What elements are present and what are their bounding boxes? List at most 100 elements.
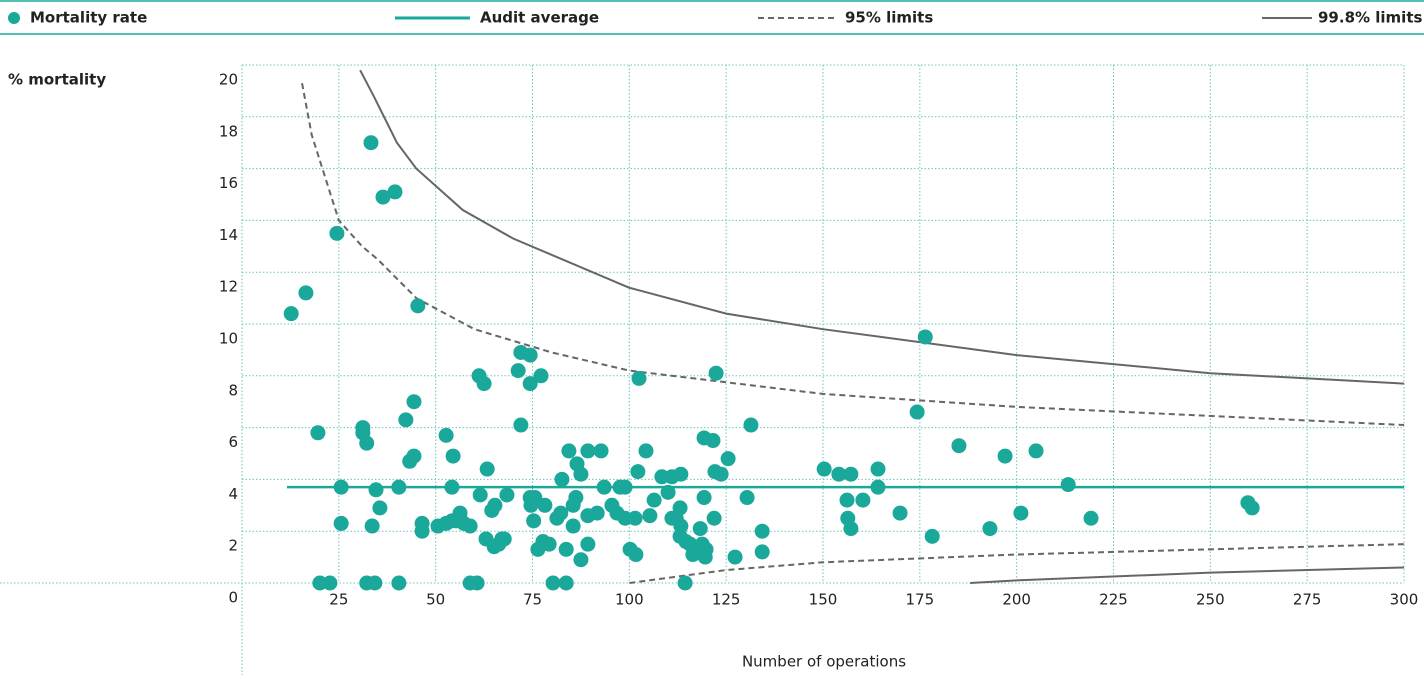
data-point (558, 541, 574, 557)
data-point (364, 518, 380, 534)
data-point (363, 135, 379, 151)
data-point (580, 443, 596, 459)
data-point (298, 285, 314, 301)
data-point (855, 492, 871, 508)
y-tick-label: 20 (219, 71, 238, 89)
data-point (541, 536, 557, 552)
data-point (333, 479, 349, 495)
x-tick-label: 200 (1002, 591, 1031, 609)
data-point (367, 575, 383, 591)
data-point (685, 547, 701, 563)
data-point (692, 521, 708, 537)
data-point (589, 505, 605, 521)
data-point (642, 508, 658, 524)
y-tick-label: 14 (219, 226, 238, 244)
data-point (630, 464, 646, 480)
data-point (660, 484, 676, 500)
y-tick-label: 6 (228, 433, 238, 451)
y-axis-label: % mortality (8, 71, 106, 89)
data-point (444, 479, 460, 495)
data-point (513, 417, 529, 433)
data-point (522, 347, 538, 363)
data-point (917, 329, 933, 345)
data-point (892, 505, 908, 521)
y-tick-label: 16 (219, 174, 238, 192)
data-point (329, 225, 345, 241)
x-tick-label: 275 (1293, 591, 1322, 609)
data-point (706, 510, 722, 526)
data-point (705, 433, 721, 449)
data-point (1028, 443, 1044, 459)
data-point (646, 492, 662, 508)
data-point (924, 528, 940, 544)
data-point (870, 479, 886, 495)
data-point (997, 448, 1013, 464)
data-point (565, 518, 581, 534)
data-point (283, 306, 299, 322)
y-tick-label: 18 (219, 122, 238, 140)
data-point (414, 523, 430, 539)
y-tick-label: 4 (228, 485, 238, 503)
data-point (438, 427, 454, 443)
data-point (333, 515, 349, 531)
data-point (472, 487, 488, 503)
limit-line (359, 69, 1405, 385)
data-point (708, 365, 724, 381)
data-point (754, 544, 770, 560)
data-point (387, 184, 403, 200)
data-point (476, 376, 492, 392)
data-point (982, 521, 998, 537)
legend-marker (8, 12, 20, 24)
data-point (554, 471, 570, 487)
data-point (391, 479, 407, 495)
data-point (677, 575, 693, 591)
data-point (739, 490, 755, 506)
x-tick-label: 175 (906, 591, 935, 609)
data-point (322, 575, 338, 591)
data-point (1244, 500, 1260, 516)
data-point (631, 370, 647, 386)
x-tick-label: 50 (426, 591, 445, 609)
data-point (831, 466, 847, 482)
data-point (698, 541, 714, 557)
x-tick-label: 225 (1099, 591, 1128, 609)
data-point (580, 536, 596, 552)
x-axis-label: Number of operations (742, 653, 906, 671)
data-point (754, 523, 770, 539)
data-point (558, 575, 574, 591)
data-point (951, 438, 967, 454)
x-tick-label: 100 (615, 591, 644, 609)
data-point (596, 479, 612, 495)
x-tick-label: 150 (809, 591, 838, 609)
data-point (743, 417, 759, 433)
limit-line (629, 543, 1405, 584)
x-tick-label: 300 (1390, 591, 1419, 609)
data-point (462, 518, 478, 534)
data-point (672, 500, 688, 516)
legend-label: 99.8% limits (1318, 9, 1422, 27)
data-point (839, 492, 855, 508)
data-point (638, 443, 654, 459)
data-point (372, 500, 388, 516)
data-point (1083, 510, 1099, 526)
data-point (816, 461, 832, 477)
data-point (510, 363, 526, 379)
data-point (673, 466, 689, 482)
data-point (533, 368, 549, 384)
legend-label: Audit average (480, 9, 599, 27)
data-point (310, 425, 326, 441)
data-point (469, 575, 485, 591)
data-point (410, 298, 426, 314)
data-point (398, 412, 414, 428)
y-tick-label: 0 (228, 589, 238, 607)
limit-line (970, 566, 1405, 584)
data-point (573, 466, 589, 482)
data-point (628, 547, 644, 563)
data-point (1013, 505, 1029, 521)
data-point (568, 490, 584, 506)
legend-label: Mortality rate (30, 9, 147, 27)
data-point (909, 404, 925, 420)
data-point (391, 575, 407, 591)
x-tick-label: 250 (1196, 591, 1225, 609)
